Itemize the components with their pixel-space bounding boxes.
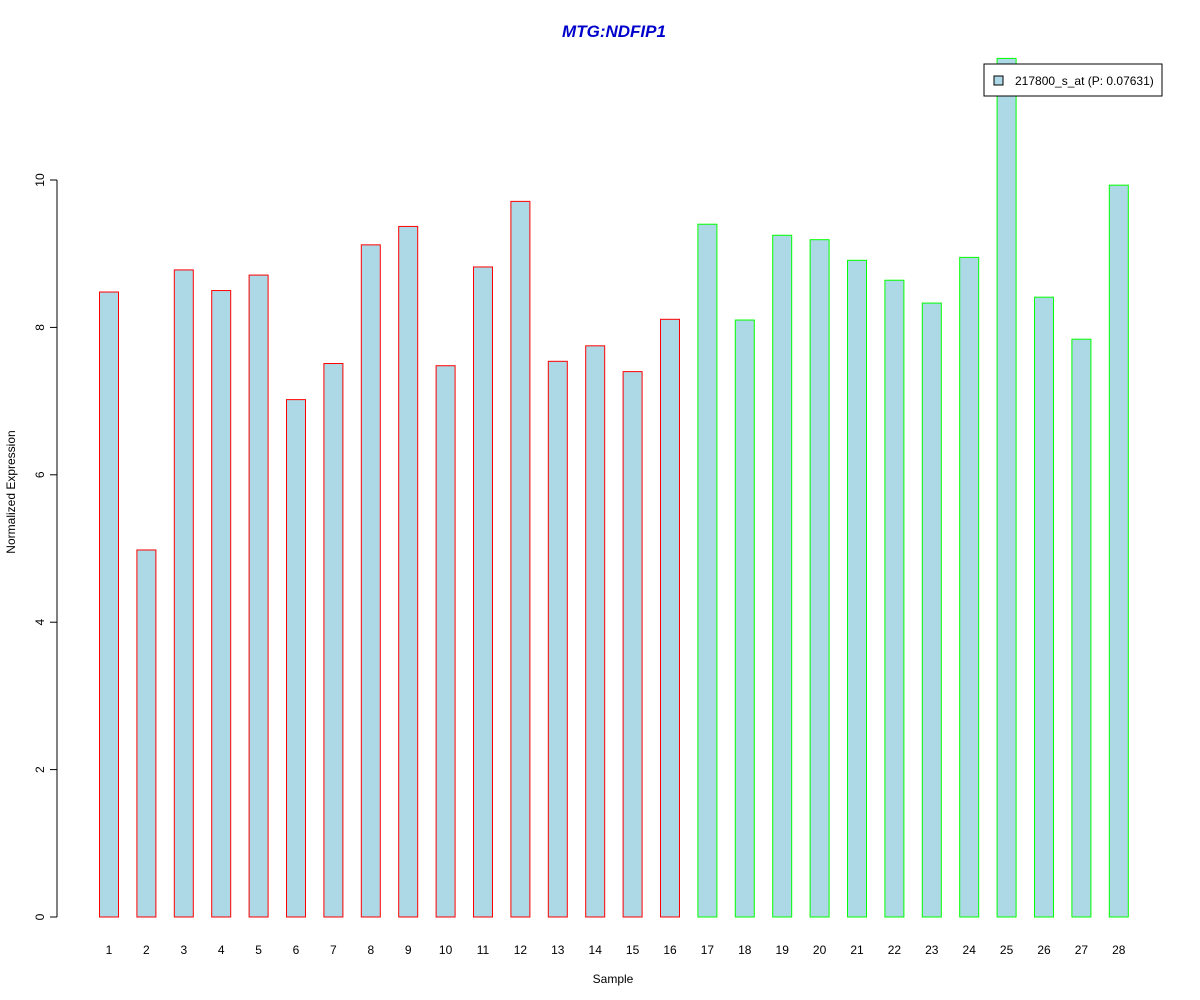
legend-label: 217800_s_at (P: 0.07631) <box>1015 74 1154 88</box>
x-tick-label: 10 <box>439 943 453 957</box>
bars-group <box>99 57 1129 918</box>
x-tick-label: 12 <box>514 943 528 957</box>
bar <box>173 269 194 918</box>
x-tick-label: 5 <box>255 943 262 957</box>
bar <box>847 259 867 918</box>
bar <box>286 399 306 918</box>
y-tick-label: 10 <box>33 173 47 187</box>
bar <box>547 360 568 918</box>
x-axis-title: Sample <box>593 972 634 986</box>
x-tick-label: 2 <box>143 943 150 957</box>
bar <box>660 318 680 918</box>
bar <box>585 345 606 918</box>
bar <box>1034 296 1054 918</box>
x-tick-label: 27 <box>1075 943 1089 957</box>
x-tick-label: 28 <box>1112 943 1126 957</box>
x-tick-label: 19 <box>776 943 790 957</box>
x-tick-label: 18 <box>738 943 752 957</box>
x-tick-label: 21 <box>850 943 864 957</box>
x-tick-label: 1 <box>106 943 113 957</box>
x-tick-label: 15 <box>626 943 640 957</box>
bar <box>360 244 381 918</box>
legend: 217800_s_at (P: 0.07631) <box>983 63 1163 97</box>
bar <box>99 291 119 918</box>
x-tick-label: 24 <box>963 943 977 957</box>
x-tick-label: 17 <box>701 943 715 957</box>
y-tick-label: 0 <box>33 913 47 920</box>
x-tick-label: 22 <box>888 943 902 957</box>
x-tick-label: 6 <box>293 943 300 957</box>
bar <box>734 319 755 918</box>
x-tick-label: 4 <box>218 943 225 957</box>
x-tick-label: 8 <box>367 943 374 957</box>
x-tick-label: 7 <box>330 943 337 957</box>
bar <box>398 225 419 918</box>
chart-title: MTG:NDFIP1 <box>562 22 666 41</box>
y-axis: 0 2 4 6 8 10 <box>33 173 58 920</box>
bar <box>1108 184 1129 918</box>
x-tick-label: 14 <box>589 943 603 957</box>
y-tick-label: 2 <box>33 766 47 773</box>
x-tick-label: 9 <box>405 943 412 957</box>
bar <box>622 371 643 918</box>
bar <box>473 266 493 918</box>
bar <box>809 239 830 918</box>
y-tick-label: 4 <box>33 619 47 626</box>
bar <box>884 279 905 918</box>
bar <box>772 234 793 918</box>
x-tick-labels: 1 2 3 4 5 6 7 8 9 10 11 12 13 14 15 16 17 18 19 20 21 22 23 24 2… <box>106 943 1126 957</box>
y-tick-label: 6 <box>33 471 47 478</box>
y-tick-label: 8 <box>33 324 47 331</box>
bar <box>323 363 344 918</box>
bar <box>1071 338 1092 918</box>
x-tick-label: 16 <box>663 943 677 957</box>
bar <box>510 200 531 918</box>
x-tick-label: 11 <box>477 943 490 957</box>
x-tick-label: 20 <box>813 943 827 957</box>
x-tick-label: 26 <box>1037 943 1051 957</box>
x-tick-label: 13 <box>551 943 565 957</box>
bar <box>697 223 718 918</box>
legend-swatch <box>993 75 1004 86</box>
bar <box>136 549 157 918</box>
bar <box>435 365 456 918</box>
x-tick-label: 23 <box>925 943 939 957</box>
x-tick-label: 25 <box>1000 943 1014 957</box>
bar <box>921 302 942 918</box>
bar <box>959 256 980 918</box>
bar <box>996 57 1017 918</box>
x-tick-label: 3 <box>180 943 187 957</box>
bar <box>248 274 269 918</box>
y-axis-title: Normalized Expression <box>4 430 18 553</box>
legend-box <box>983 63 1163 97</box>
bar <box>211 290 232 918</box>
